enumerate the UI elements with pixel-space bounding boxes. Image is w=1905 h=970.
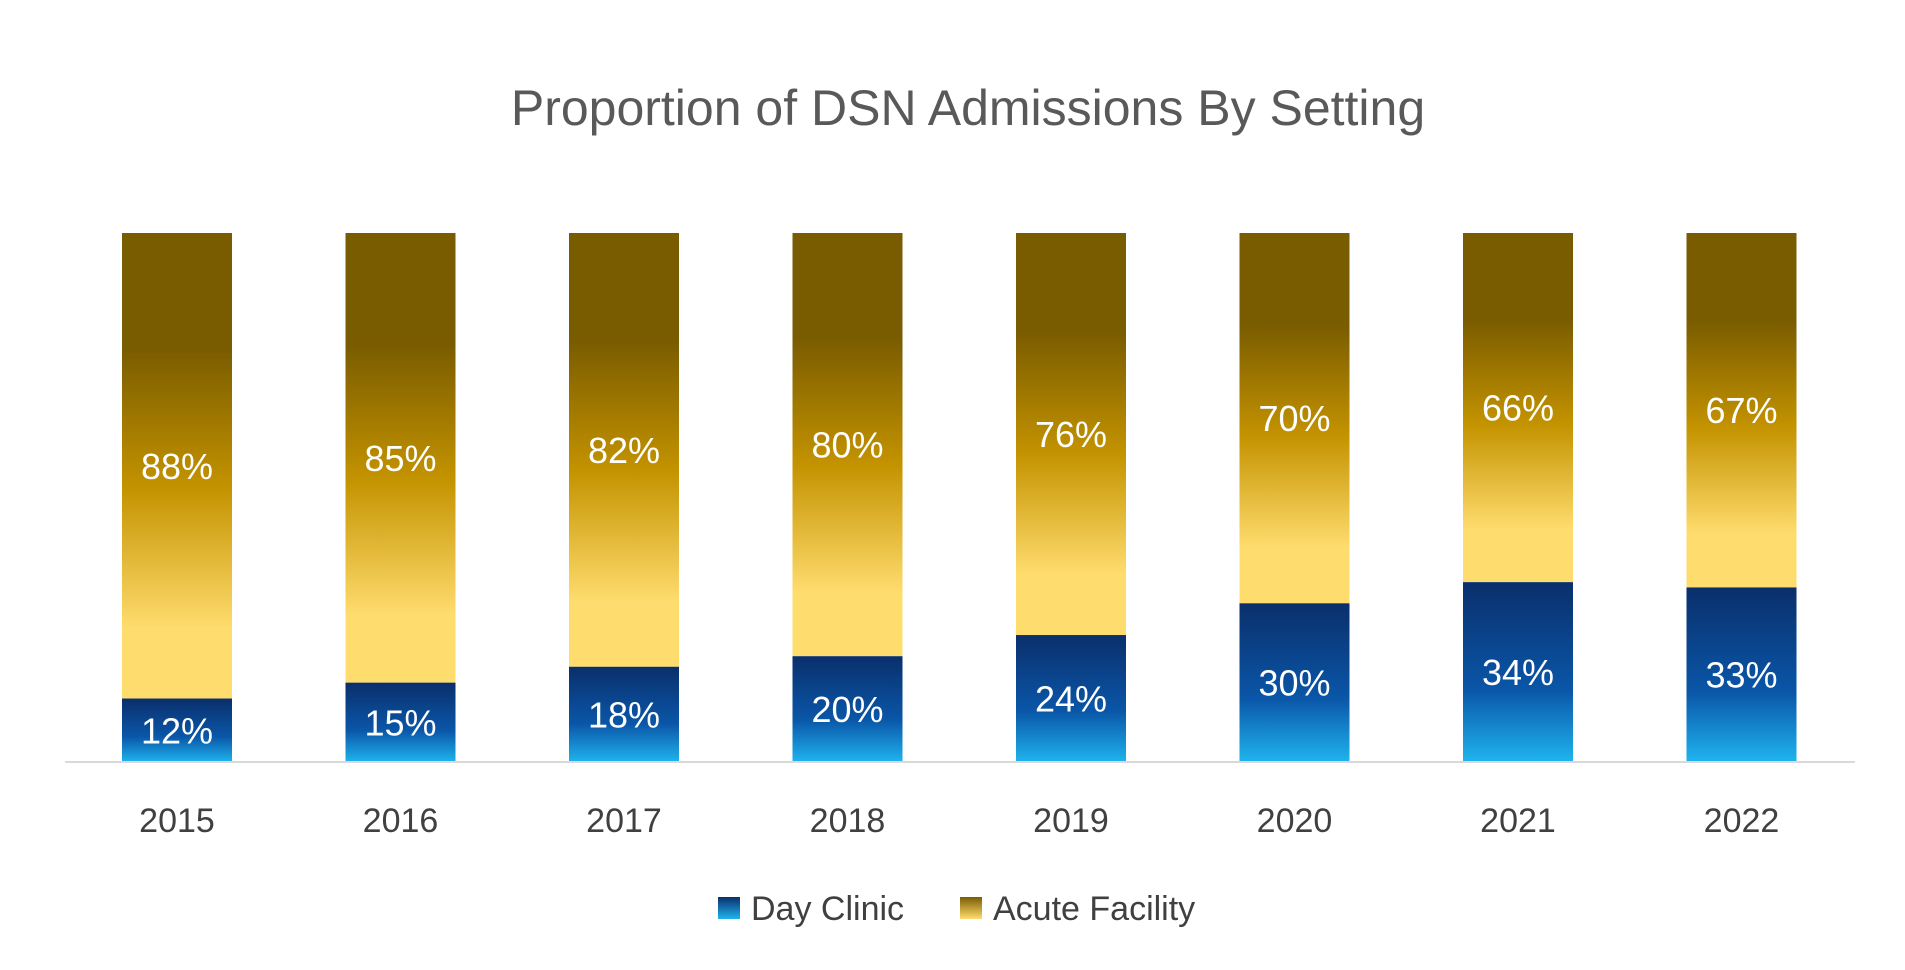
data-label-acute-facility-2020: 70% [1258,398,1330,439]
bar-acute-facility-2019 [1016,233,1126,636]
data-label-day-clinic-2022: 33% [1705,655,1777,696]
bar-acute-facility-2020 [1239,233,1350,604]
bar-acute-facility-2016 [345,233,456,683]
bar-day-clinic-2019 [1016,635,1126,762]
bar-acute-facility-2015 [122,233,232,699]
x-tick-label-2017: 2017 [586,802,662,840]
bar-acute-facility-2021 [1463,233,1573,583]
bar-day-clinic-2017 [569,666,679,762]
data-label-acute-facility-2019: 76% [1035,414,1107,455]
data-label-acute-facility-2018: 80% [811,425,883,466]
data-label-acute-facility-2017: 82% [588,430,660,471]
data-label-acute-facility-2016: 85% [364,438,436,479]
x-tick-label-2015: 2015 [139,802,215,840]
bar-acute-facility-2022 [1686,233,1797,588]
bar-day-clinic-2022 [1686,587,1797,762]
data-labels-layer: 88% 12% 85% 15% 82% 18% 80% 20% 76% 24% 70% 30% 66% 3… [141,388,1778,752]
x-tick-label-2021: 2021 [1480,802,1556,840]
x-tick-label-2016: 2016 [363,802,439,840]
data-label-day-clinic-2018: 20% [811,689,883,730]
bar-acute-facility-2018 [792,233,903,657]
bar-day-clinic-2020 [1239,603,1350,762]
bars-layer [122,233,1797,762]
x-tick-label-2022: 2022 [1704,802,1780,840]
data-label-day-clinic-2019: 24% [1035,679,1107,720]
bar-day-clinic-2015 [122,698,232,762]
x-tick-label-2018: 2018 [810,802,886,840]
legend-swatch-acute-facility [960,897,982,919]
bar-day-clinic-2021 [1463,582,1573,762]
legend: Day Clinic Acute Facility [718,890,1195,928]
legend-label-day-clinic: Day Clinic [751,890,904,928]
legend-swatch-day-clinic [718,897,740,919]
legend-label-acute-facility: Acute Facility [993,890,1195,928]
data-label-day-clinic-2021: 34% [1482,652,1554,693]
x-tick-label-2020: 2020 [1257,802,1333,840]
bar-acute-facility-2017 [569,233,679,667]
data-label-day-clinic-2020: 30% [1258,663,1330,704]
chart-title: Proportion of DSN Admissions By Setting [511,80,1425,136]
data-label-day-clinic-2016: 15% [364,702,436,743]
bar-day-clinic-2018 [792,656,903,762]
data-label-acute-facility-2015: 88% [141,446,213,487]
data-label-day-clinic-2017: 18% [588,694,660,735]
data-label-acute-facility-2022: 67% [1705,390,1777,431]
data-label-acute-facility-2021: 66% [1482,388,1554,429]
x-axis-ticks: 2015 2016 2017 2018 2019 2020 2021 2022 [139,802,1779,840]
x-tick-label-2019: 2019 [1033,802,1109,840]
bar-day-clinic-2016 [345,682,456,762]
data-label-day-clinic-2015: 12% [141,710,213,751]
